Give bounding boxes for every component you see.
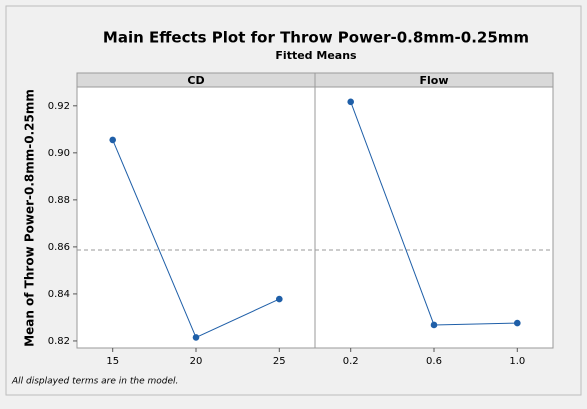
panel <box>314 86 554 349</box>
chart-title: Main Effects Plot for Throw Power-0.8mm-… <box>103 29 529 47</box>
y-tick-label: 0.84 <box>48 289 70 300</box>
x-tick-label: 15 <box>106 356 119 367</box>
y-tick-label: 0.86 <box>48 242 70 253</box>
point <box>430 321 438 329</box>
panel-label: CD <box>187 74 204 87</box>
y-tick-label: 0.90 <box>48 148 70 159</box>
x-tick-label: 0.2 <box>343 356 359 367</box>
point <box>192 334 200 341</box>
x-tick-label: 0.6 <box>426 356 442 367</box>
point <box>347 98 355 106</box>
y-axis-label: Mean of Throw Power-0.8mm-0.25mm <box>23 89 37 347</box>
panel-header <box>314 72 554 88</box>
panel-label: Flow <box>419 74 448 87</box>
x-tick-label: 20 <box>190 356 203 367</box>
y-tick-label: 0.92 <box>48 101 70 112</box>
chart-subtitle: Fitted Means <box>275 49 357 62</box>
y-tick-label: 0.82 <box>48 336 70 347</box>
x-tick-label: 1.0 <box>509 356 525 367</box>
footnote: All displayed terms are in the model. <box>11 377 178 387</box>
panel <box>76 86 316 349</box>
y-tick-label: 0.88 <box>48 195 70 206</box>
point <box>276 295 283 303</box>
point <box>514 319 521 327</box>
x-tick-label: 25 <box>273 356 286 367</box>
point <box>109 136 116 144</box>
